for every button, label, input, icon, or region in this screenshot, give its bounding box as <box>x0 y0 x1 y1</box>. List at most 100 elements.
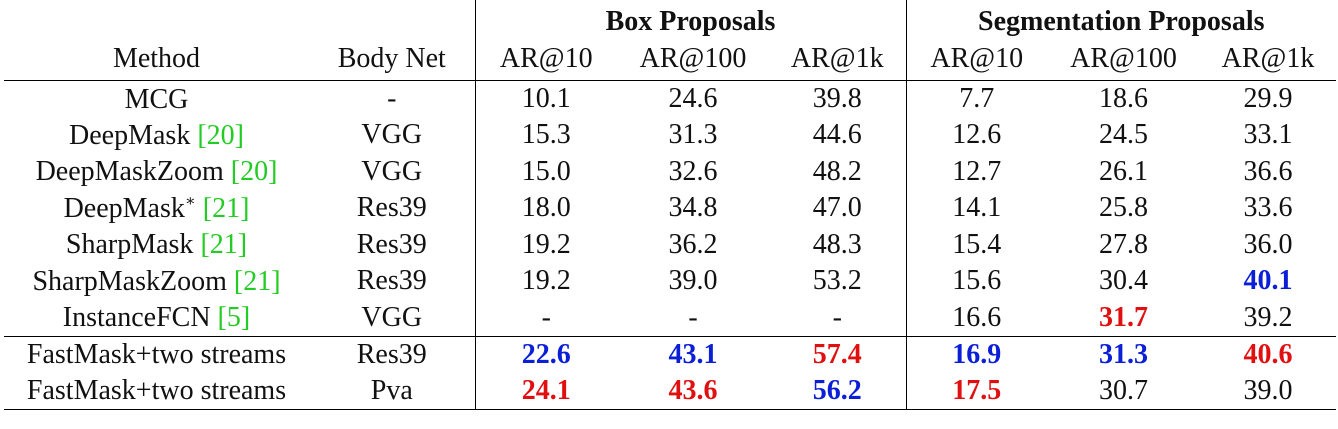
value-cell: 15.0 <box>474 153 617 190</box>
value-cell: 39.2 <box>1243 301 1293 333</box>
method-name: MCG <box>124 83 189 115</box>
value-cell: 14.1 <box>905 190 1047 227</box>
value-cell: 43.1 <box>617 335 769 373</box>
body-net-cell: VGG <box>361 119 423 151</box>
value-cell: 16.9 <box>905 335 1047 373</box>
col-header-seg-ar10: AR@10 <box>905 38 1047 81</box>
table-row: InstanceFCN [5] VGG - - - 16.6 31.7 39.2 <box>4 299 1336 336</box>
value-cell: 31.7 <box>1099 301 1148 333</box>
results-table: Box Proposals Segmentation Proposals Met… <box>4 0 1336 410</box>
body-net-cell: Res39 <box>356 228 427 260</box>
group-header-box: Box Proposals <box>474 0 906 38</box>
value-cell: 25.8 <box>1099 192 1148 224</box>
method-name: DeepMaskZoom <box>35 156 231 188</box>
table-row: MCG -10.1 24.6 39.8 7.7 18.6 29.9 <box>4 80 1336 117</box>
value-cell: 7.7 <box>905 80 1047 117</box>
method-cell: DeepMaskZoom [20] <box>4 154 309 191</box>
value-cell: 47.0 <box>812 192 862 224</box>
value-cell: 24.5 <box>1099 119 1148 151</box>
value-cell: 39.8 <box>769 80 906 117</box>
table-row: DeepMask∗ [21] Res39 18.0 34.8 47.0 14.1 25.8 3… <box>4 190 1336 227</box>
value-cell: 27.8 <box>1099 228 1148 260</box>
method-name: FastMask+two streams <box>26 375 287 406</box>
value-cell: 57.4 <box>769 335 906 373</box>
body-net-cell: Pva <box>309 372 475 410</box>
method-name: InstanceFCN <box>62 302 218 333</box>
citation-link[interactable]: [21] <box>233 265 281 297</box>
method-name: DeepMask <box>63 192 185 224</box>
value-cell: 29.9 <box>1200 80 1336 117</box>
method-cell: FastMask+two streams <box>4 335 309 373</box>
citation-link[interactable]: [21] <box>202 192 250 224</box>
method-name: DeepMask <box>69 119 198 151</box>
value-cell: 15.6 <box>905 263 1047 300</box>
col-header-seg-ar1k: AR@1k <box>1221 43 1315 74</box>
table-row: DeepMask [20] VGG 15.3 31.3 44.6 12.6 24.5 33.1 <box>4 117 1336 154</box>
group-header-seg: Segmentation Proposals <box>905 0 1336 38</box>
body-net-cell: Res39 <box>356 192 427 224</box>
method-name: FastMask+two streams <box>26 339 287 370</box>
value-cell: 19.2 <box>474 226 617 263</box>
value-cell: 22.6 <box>474 335 617 373</box>
table-row: DeepMaskZoom [20] VGG 15.0 32.6 48.2 12.7 26.1… <box>4 153 1336 191</box>
table-body: MCG -10.1 24.6 39.8 7.7 18.6 29.9 DeepMask [20]… <box>4 80 1336 410</box>
method-superscript: ∗ <box>184 192 196 210</box>
col-header-method: Method <box>112 43 201 74</box>
value-cell: 53.2 <box>812 265 862 297</box>
value-cell: 30.4 <box>1099 265 1148 297</box>
col-header-body-net: Body Net <box>337 43 446 74</box>
citation-link[interactable]: [5] <box>217 302 251 333</box>
method-name: SharpMaskZoom <box>32 265 234 297</box>
value-cell: 12.6 <box>905 117 1047 154</box>
value-cell: 34.8 <box>668 192 718 224</box>
value-cell: 24.1 <box>474 372 617 410</box>
value-cell: 44.6 <box>812 119 862 151</box>
col-header-seg-ar100: AR@100 <box>1070 43 1177 74</box>
value-cell: 16.6 <box>905 299 1047 336</box>
citation-link[interactable]: [20] <box>230 156 278 188</box>
table-row: FastMask+two streams Res39 22.6 43.1 57.4 16.… <box>4 335 1336 373</box>
body-net-cell: VGG <box>361 155 423 187</box>
value-cell: 19.2 <box>474 263 617 300</box>
col-header-box-ar100: AR@100 <box>639 43 747 74</box>
citation-link[interactable]: [21] <box>200 229 248 261</box>
value-cell: 32.6 <box>668 155 718 187</box>
value-cell: 33.1 <box>1243 119 1293 151</box>
value-cell: 33.6 <box>1243 192 1293 224</box>
col-header-box-ar1k: AR@1k <box>790 43 884 74</box>
value-cell: - <box>474 299 617 336</box>
value-cell: - <box>688 301 698 333</box>
value-cell: 48.3 <box>812 228 862 260</box>
value-cell: 12.7 <box>905 153 1047 190</box>
value-cell: 18.0 <box>474 190 617 227</box>
value-cell: 15.4 <box>905 226 1047 263</box>
value-cell: - <box>832 301 842 333</box>
table-row: FastMask+two streams Pva 24.1 43.6 56.2 17.5 3… <box>4 372 1336 410</box>
value-cell: 30.7 <box>1047 372 1200 410</box>
body-net-cell: Res39 <box>356 265 427 297</box>
method-cell: FastMask+two streams <box>4 372 309 410</box>
method-cell: MCG <box>4 80 309 117</box>
value-cell: 43.6 <box>617 372 769 410</box>
method-cell: DeepMask [20] <box>4 117 309 154</box>
value-cell: 17.5 <box>905 372 1047 410</box>
value-cell: 18.6 <box>1047 80 1200 117</box>
value-cell: 36.6 <box>1243 155 1293 187</box>
body-net-cell: VGG <box>361 301 423 333</box>
value-cell: 36.2 <box>668 228 718 260</box>
body-net-cell: Res39 <box>309 335 475 373</box>
value-cell: 56.2 <box>769 372 906 410</box>
col-header-box-ar10: AR@10 <box>474 38 617 81</box>
value-cell: 39.0 <box>668 265 718 297</box>
method-cell: SharpMask [21] <box>4 227 309 264</box>
value-cell: 48.2 <box>812 155 862 187</box>
column-header-row: Method Body Net AR@10 AR@100 AR@1k AR@10… <box>4 38 1336 81</box>
value-cell: 24.6 <box>617 80 769 117</box>
value-cell: 40.6 <box>1200 335 1336 373</box>
value-cell: 10.1 <box>474 80 617 117</box>
table-row: SharpMaskZoom [21] Res39 19.2 39.0 53.2 15.6 3… <box>4 263 1336 300</box>
value-cell: 15.3 <box>474 117 617 154</box>
method-cell: SharpMaskZoom [21] <box>4 263 309 300</box>
citation-link[interactable]: [20] <box>197 119 244 151</box>
body-net-cell: - <box>309 80 475 117</box>
